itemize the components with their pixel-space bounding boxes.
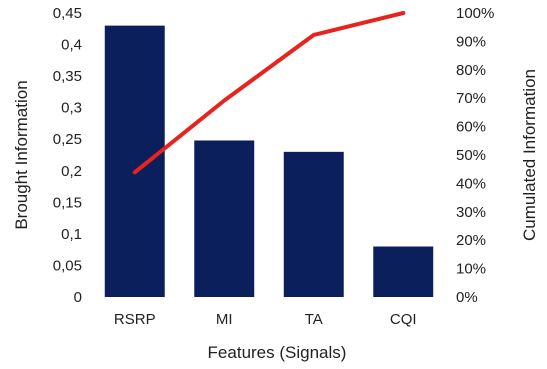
y2-tick-label: 50% — [456, 147, 486, 164]
bar — [194, 140, 255, 297]
y2-tick-label: 40% — [456, 175, 486, 192]
x-tick-label: MI — [216, 311, 233, 328]
y-tick-label: 0,35 — [53, 68, 82, 85]
y2-tick-label: 20% — [456, 232, 486, 249]
y-tick-label: 0,45 — [53, 5, 82, 22]
bar-series — [104, 25, 434, 297]
cumulative-line-series — [132, 11, 406, 175]
y2-tick-label: 30% — [456, 204, 486, 221]
y-tick-label: 0,2 — [61, 163, 82, 180]
y2-axis-title: Cumulated Information — [520, 69, 539, 241]
bar — [283, 151, 344, 297]
y2-tick-label: 70% — [456, 90, 486, 107]
y2-tick-label: 100% — [456, 5, 494, 22]
y-tick-label: 0,25 — [53, 131, 82, 148]
y2-tick-label: 90% — [456, 33, 486, 50]
x-axis-title: Features (Signals) — [208, 343, 347, 362]
y-tick-label: 0,1 — [61, 226, 82, 243]
x-tick-label: TA — [305, 311, 323, 328]
left-axis-ticks: 0 0,05 0,1 0,15 0,2 0,25 0,3 0,35 0,4 0,45 — [53, 5, 82, 306]
x-tick-label: CQI — [390, 311, 417, 328]
y2-tick-label: 0% — [456, 289, 478, 306]
y-axis-title: Brought Information — [12, 80, 31, 229]
y2-tick-label: 10% — [456, 261, 486, 278]
right-axis-ticks: 0% 10% 20% 30% 40% 50% 60% 70% 80% 90% 100% — [456, 5, 494, 306]
y-tick-label: 0,4 — [61, 37, 82, 54]
y-tick-label: 0,3 — [61, 100, 82, 117]
y-tick-label: 0,15 — [53, 194, 82, 211]
y-tick-label: 0 — [74, 289, 82, 306]
bar — [373, 246, 434, 297]
y2-tick-label: 60% — [456, 119, 486, 136]
bar — [104, 25, 165, 297]
x-axis-ticks: RSRP MI TA CQI — [114, 311, 417, 328]
y2-tick-label: 80% — [456, 62, 486, 79]
y-tick-label: 0,05 — [53, 257, 82, 274]
cumulative-line — [132, 11, 406, 175]
x-tick-label: RSRP — [114, 311, 156, 328]
